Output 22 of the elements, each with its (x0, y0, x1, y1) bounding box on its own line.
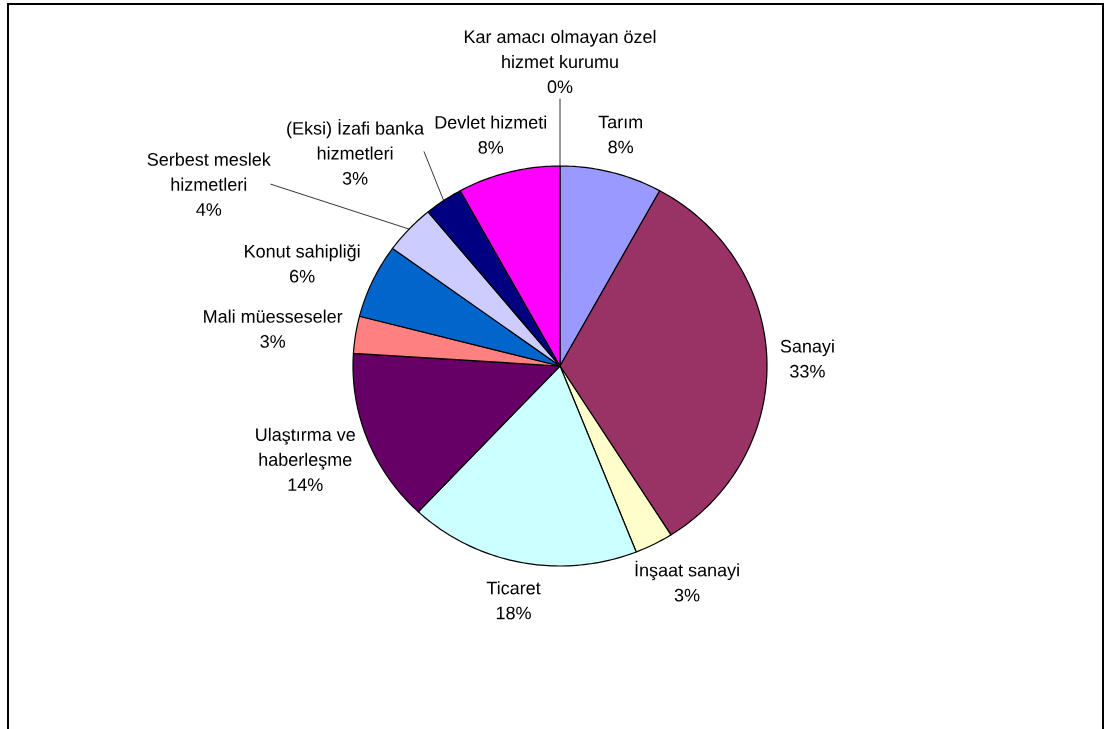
data-label: 14% (288, 478, 323, 491)
slice-label: Serbest meslek hizmetleri (147, 152, 271, 191)
data-label: 3% (342, 171, 368, 185)
data-label: 3% (260, 335, 286, 348)
text: 0% (547, 80, 573, 94)
slice-label: Tarım (598, 115, 642, 129)
slice-label: Devlet hizmeti (435, 115, 547, 129)
slice-label: Sanayi (780, 339, 834, 357)
slice-label: Mali müesseseler (204, 309, 343, 323)
slice-label: Konut sahipliği (245, 244, 360, 262)
slice-label: İnşaat sanayi (635, 560, 739, 581)
slice-label: Ulaştırma ve haberleşme (256, 427, 355, 470)
slice-label: Ticaret (486, 581, 541, 595)
category-label: Kar amacı olmayan özel hizmet kurumu (464, 29, 656, 69)
data-label: 18% (496, 606, 531, 620)
data-label: 3% (674, 588, 700, 602)
slice-label: (Eksi) İzafi banka hizmetleri (287, 118, 425, 160)
data-label: 6% (290, 269, 315, 283)
data-label: 8% (478, 140, 504, 154)
data-label: 4% (196, 203, 222, 216)
data-label: 8% (608, 140, 634, 154)
data-label: 33% (790, 364, 825, 378)
